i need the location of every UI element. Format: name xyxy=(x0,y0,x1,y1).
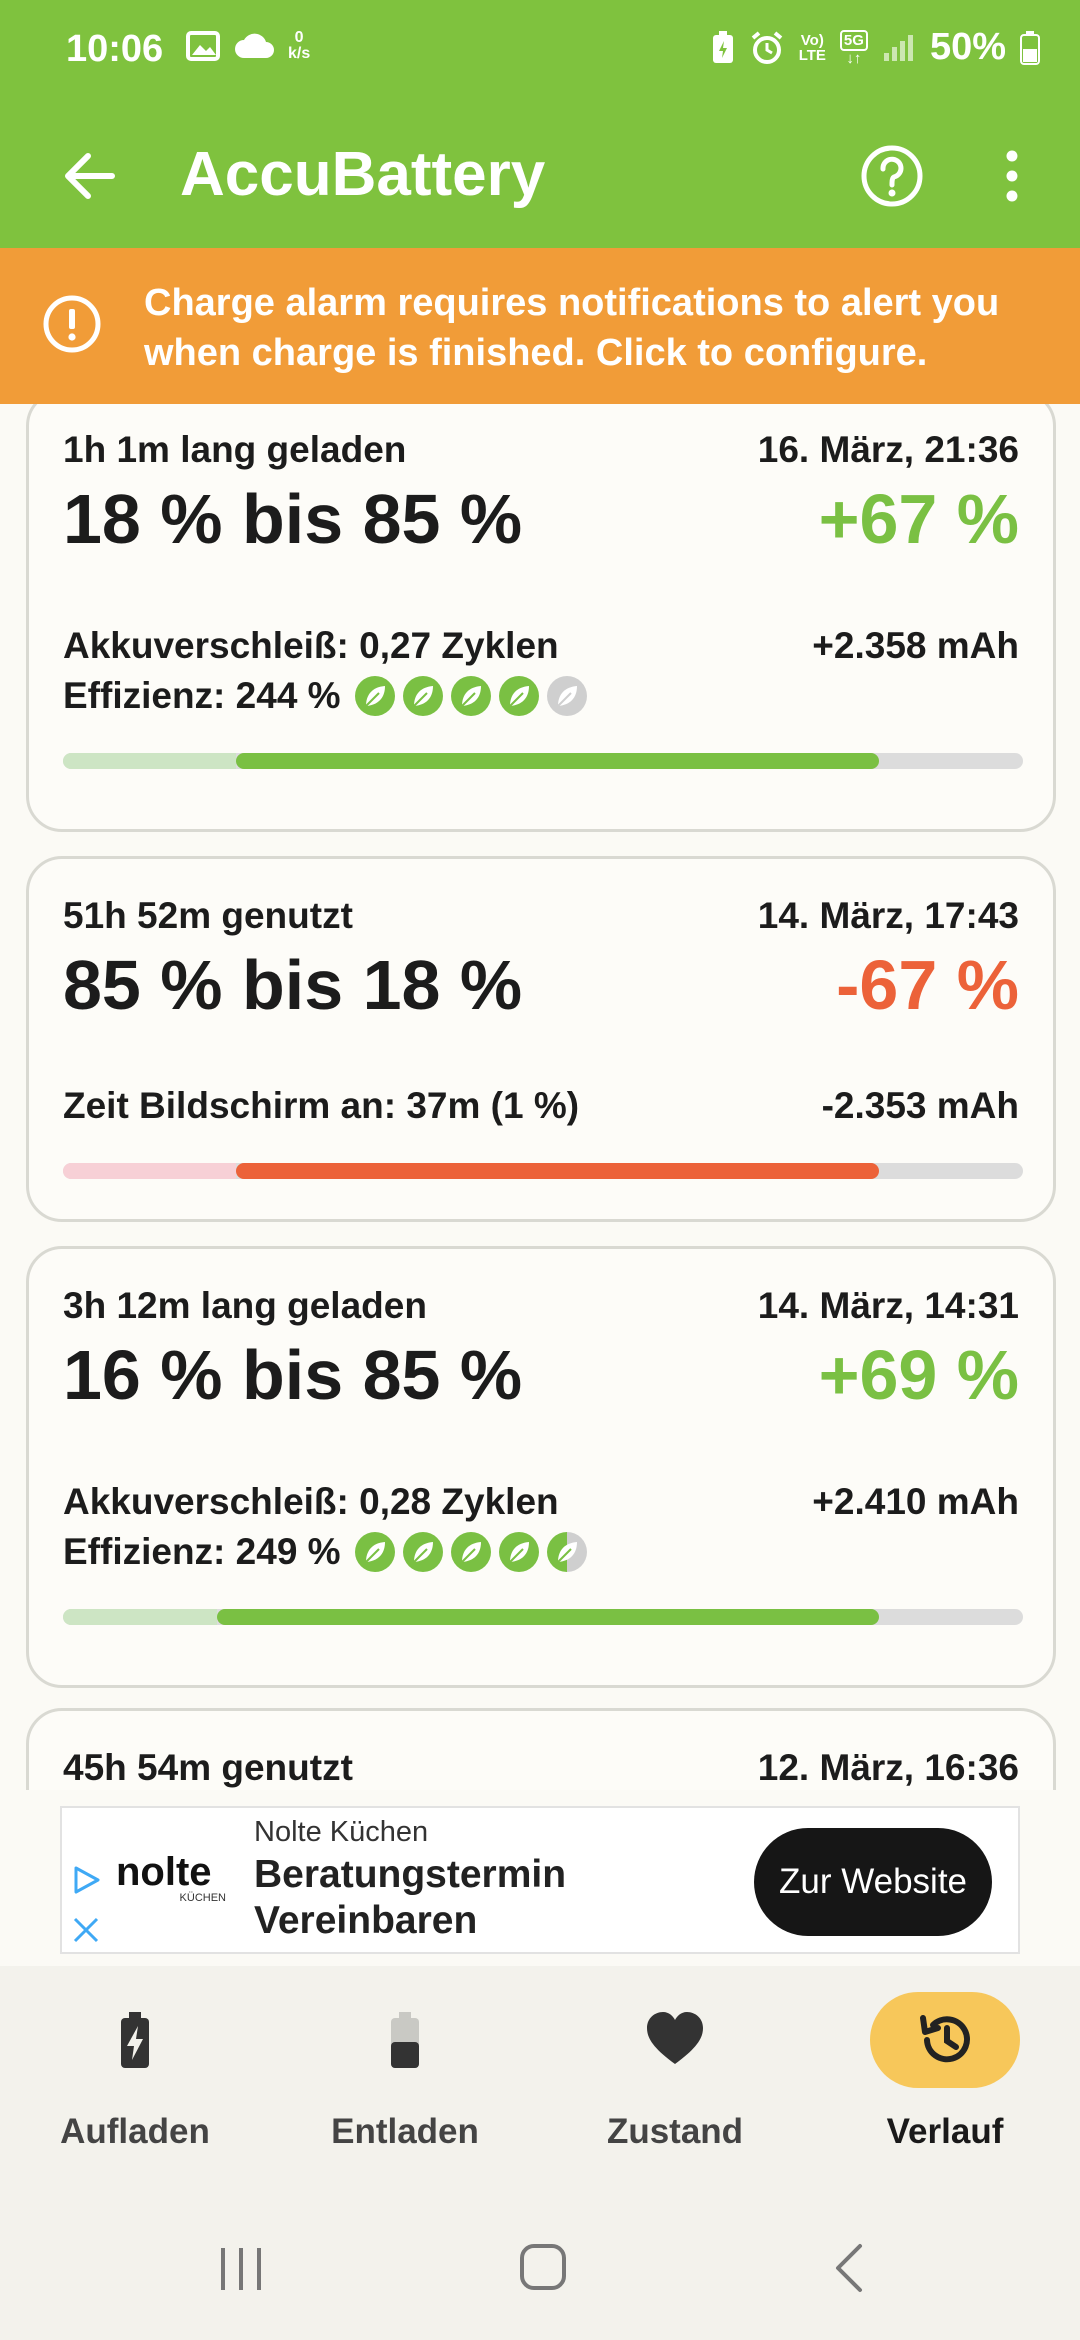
leaf-icon xyxy=(546,1532,587,1572)
signal-icon xyxy=(883,34,913,61)
session-card[interactable]: 3h 12m lang geladen 14. März, 14:31 16 %… xyxy=(26,1246,1056,1688)
bar-pre-segment xyxy=(63,753,236,769)
net-speed: 0 k/s xyxy=(288,29,311,62)
charge-alarm-banner[interactable]: Charge alarm requires notifications to a… xyxy=(0,248,1080,404)
session-duration: 45h 54m genutzt xyxy=(63,1747,353,1788)
session-mah: +2.358 mAh xyxy=(812,625,1019,666)
ad-close-icon[interactable] xyxy=(70,1914,102,1946)
nolte-logo: nolte KÜCHEN xyxy=(116,1850,226,1904)
arrow-back-icon xyxy=(65,153,115,199)
help-button[interactable] xyxy=(856,140,928,212)
status-right-icons: Vo) LTE 5G ↓↑ 50% xyxy=(711,26,1040,69)
bar-pre-segment xyxy=(63,1163,236,1179)
session-card[interactable]: 1h 1m lang geladen 16. März, 21:36 18 % … xyxy=(26,404,1056,832)
status-left-icons: 0 k/s xyxy=(186,30,310,62)
session-date: 14. März, 17:43 xyxy=(757,895,1019,936)
nav-label: Aufladen xyxy=(60,2112,210,2151)
nav-label: Entladen xyxy=(331,2112,479,2151)
data-arrows-icon: ↓↑ xyxy=(846,49,862,67)
session-delta: +69 % xyxy=(818,1336,1019,1414)
nav-verlauf[interactable]: Verlauf xyxy=(810,1966,1080,2188)
session-duration: 51h 52m genutzt xyxy=(63,895,353,936)
app-title: AccuBattery xyxy=(180,140,546,209)
help-icon xyxy=(861,145,923,207)
battery-charging-icon xyxy=(121,2012,149,2068)
status-time: 10:06 xyxy=(66,28,164,70)
battery-half-icon xyxy=(391,2012,419,2068)
leaf-icon xyxy=(402,1532,443,1572)
recents-icon[interactable] xyxy=(216,2244,266,2294)
session-progress-bar xyxy=(63,1163,1023,1179)
session-delta: -67 % xyxy=(836,946,1019,1024)
leaf-icon xyxy=(354,676,395,716)
banner-text: Charge alarm requires notifications to a… xyxy=(144,282,1000,374)
bar-fill-segment xyxy=(217,1609,879,1625)
session-duration: 1h 1m lang geladen xyxy=(63,429,407,470)
nav-aufladen[interactable]: Aufladen xyxy=(0,1966,270,2188)
session-wear: Akkuverschleiß: 0,28 Zyklen xyxy=(63,1481,559,1522)
bar-fill-segment xyxy=(236,753,879,769)
bar-fill-segment xyxy=(236,1163,879,1179)
session-range: 16 % bis 85 % xyxy=(63,1336,523,1414)
session-progress-bar xyxy=(63,753,1023,769)
ad-headline: Beratungstermin Vereinbaren xyxy=(254,1853,567,1942)
home-icon[interactable] xyxy=(518,2242,568,2292)
back-button[interactable] xyxy=(54,140,126,212)
session-card[interactable]: 45h 54m genutzt 12. März, 16:36 xyxy=(26,1708,1056,1790)
efficiency-leaves xyxy=(354,676,587,716)
session-date: 12. März, 16:36 xyxy=(757,1747,1019,1788)
more-options-button[interactable] xyxy=(988,140,1036,212)
session-efficiency: Effizienz: 244 % xyxy=(63,675,587,717)
session-efficiency: Effizienz: 249 % xyxy=(63,1531,587,1573)
session-duration: 3h 12m lang geladen xyxy=(63,1285,427,1326)
nav-zustand[interactable]: Zustand xyxy=(540,1966,810,2188)
ad-banner[interactable]: nolte KÜCHEN Nolte Küchen Beratungstermi… xyxy=(60,1806,1020,1954)
more-vert-icon xyxy=(1006,150,1018,202)
nav-label: Zustand xyxy=(606,2112,744,2151)
battery-percent: 50% xyxy=(929,26,1006,68)
leaf-icon xyxy=(498,1532,539,1572)
session-delta: +67 % xyxy=(818,480,1019,558)
network-indicator: 5G ↓↑ xyxy=(839,29,868,67)
ad-cta-button[interactable]: Zur Website xyxy=(754,1828,992,1936)
session-date: 14. März, 14:31 xyxy=(757,1285,1019,1326)
session-date: 16. März, 21:36 xyxy=(757,429,1019,470)
bar-pre-segment xyxy=(63,1609,217,1625)
gallery-icon xyxy=(186,31,220,61)
volte-indicator: Vo) LTE xyxy=(798,31,826,64)
cloud-icon xyxy=(235,33,274,58)
session-card[interactable]: 51h 52m genutzt 14. März, 17:43 85 % bis… xyxy=(26,856,1056,1222)
history-icon xyxy=(920,2015,970,2063)
session-progress-bar xyxy=(63,1609,1023,1625)
history-list[interactable]: 1h 1m lang geladen 16. März, 21:36 18 % … xyxy=(0,404,1080,1790)
leaf-icon xyxy=(402,676,443,716)
nav-entladen[interactable]: Entladen xyxy=(270,1966,540,2188)
system-navigation xyxy=(0,2188,1080,2340)
status-bar: 10:06 0 k/s Vo) LTE 5G ↓↑ 50% xyxy=(0,0,1080,104)
battery-saver-icon xyxy=(712,30,733,63)
session-range: 85 % bis 18 % xyxy=(63,946,523,1024)
leaf-icon xyxy=(498,676,539,716)
session-mah: -2.353 mAh xyxy=(821,1085,1019,1126)
leaf-icon xyxy=(450,1532,491,1572)
ad-brand: Nolte Küchen xyxy=(254,1816,429,1848)
leaf-icon xyxy=(354,1532,395,1572)
session-wear: Akkuverschleiß: 0,27 Zyklen xyxy=(63,625,559,666)
session-mah: +2.410 mAh xyxy=(812,1481,1019,1522)
leaf-icon xyxy=(450,676,491,716)
heart-icon xyxy=(647,2012,703,2064)
session-screen-time: Zeit Bildschirm an: 37m (1 %) xyxy=(63,1085,580,1126)
alarm-icon xyxy=(751,30,782,64)
system-back-icon[interactable] xyxy=(828,2240,868,2296)
session-range: 18 % bis 85 % xyxy=(63,480,523,558)
efficiency-leaves xyxy=(354,1532,587,1572)
adchoices-icon[interactable] xyxy=(70,1864,102,1896)
leaf-icon xyxy=(546,676,587,716)
bottom-navigation: Aufladen Entladen Zustand Verlauf xyxy=(0,1966,1080,2188)
nav-label: Verlauf xyxy=(886,2112,1004,2151)
app-bar: AccuBattery xyxy=(0,104,1080,248)
battery-icon xyxy=(1020,30,1040,65)
alert-circle-icon xyxy=(43,295,101,353)
